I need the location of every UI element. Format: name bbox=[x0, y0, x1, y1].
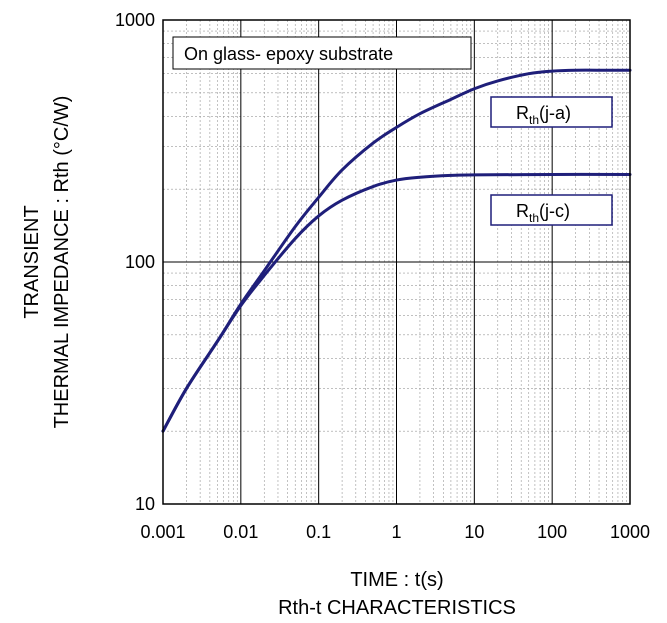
series-label-subscript: th bbox=[529, 113, 539, 127]
y-axis-title-line2: THERMAL IMPEDANCE : Rth (°C/W) bbox=[51, 96, 73, 429]
x-tick-label: 100 bbox=[537, 522, 567, 542]
x-tick-label: 0.1 bbox=[306, 522, 331, 542]
x-tick-label: 0.001 bbox=[140, 522, 185, 542]
y-axis-title-line1: TRANSIENT bbox=[21, 205, 43, 318]
y-tick-label: 1000 bbox=[115, 10, 155, 30]
x-axis-title: TIME : t(s) bbox=[350, 569, 443, 591]
series-label-text: Rth(j-a) bbox=[516, 103, 571, 127]
series-layer bbox=[161, 68, 632, 433]
series-label-suffix: (j-a) bbox=[539, 103, 571, 123]
series-line-j-c bbox=[161, 172, 632, 433]
series-label-main: R bbox=[516, 103, 529, 123]
x-tick-label: 1 bbox=[391, 522, 401, 542]
series-label-suffix: (j-c) bbox=[539, 201, 570, 221]
series-label-box bbox=[490, 194, 613, 226]
x-tick-label: 0.01 bbox=[223, 522, 258, 542]
y-tick-label: 100 bbox=[125, 252, 155, 272]
y-tick-label: 10 bbox=[135, 494, 155, 514]
x-tick-labels: 0.001 0.01 0.1 1 10 100 1000 bbox=[140, 522, 650, 542]
y-tick-labels: 10 100 1000 bbox=[115, 10, 155, 514]
x-tick-label: 1000 bbox=[610, 522, 650, 542]
annotation-box bbox=[172, 36, 472, 70]
x-tick-label: 10 bbox=[464, 522, 484, 542]
series-label-subscript: th bbox=[529, 211, 539, 225]
series-label-box bbox=[490, 96, 613, 128]
chart-caption: Rth-t CHARACTERISTICS bbox=[278, 597, 516, 619]
annotation-text: On glass- epoxy substrate bbox=[184, 44, 393, 64]
series-label-text: Rth(j-c) bbox=[516, 201, 570, 225]
series-label-main: R bbox=[516, 201, 529, 221]
plot-frame bbox=[162, 19, 631, 505]
series-label-j-c: Rth(j-c) bbox=[490, 194, 613, 226]
series-label-j-a: Rth(j-a) bbox=[490, 96, 613, 128]
